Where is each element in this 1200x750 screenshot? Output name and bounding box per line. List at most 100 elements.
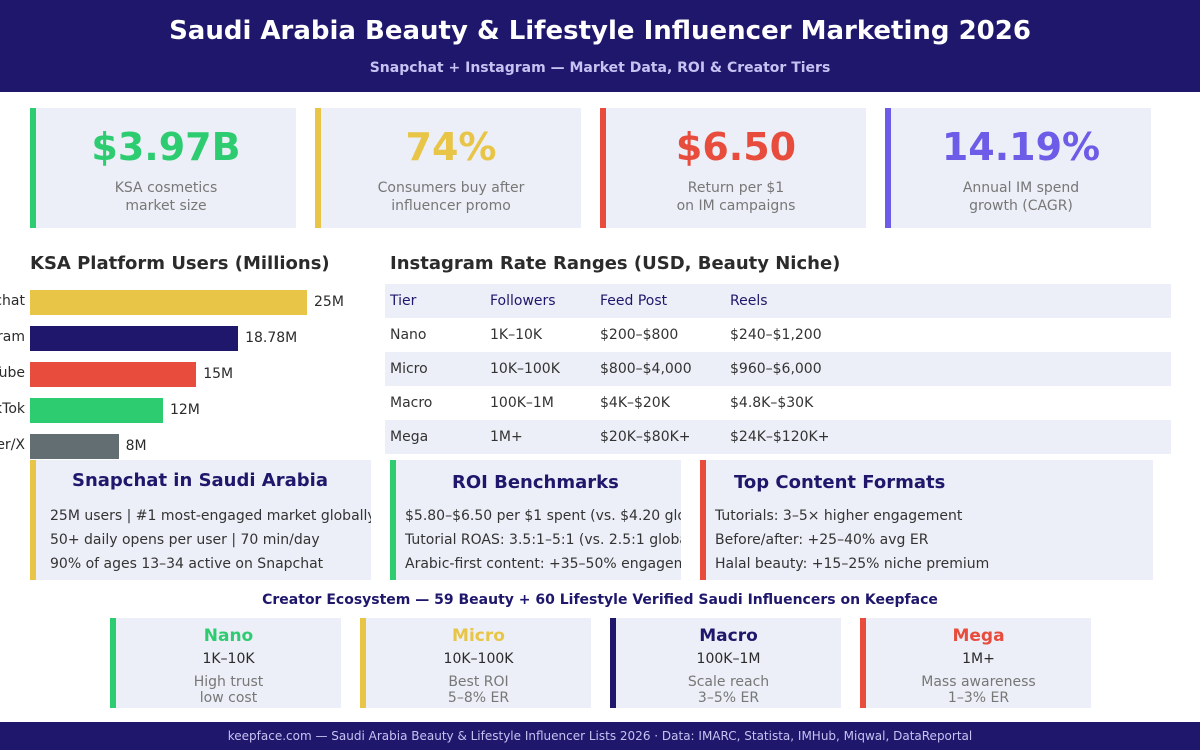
tier-accent-bar [110, 618, 116, 708]
kpi-card-consumers: 74% Consumers buy after influencer promo [315, 108, 581, 228]
panel-line: Halal beauty: +15–25% niche premium [715, 556, 990, 572]
bar-value-label: 15M [203, 366, 234, 382]
panel-line: Tutorial ROAS: 3.5:1–5:1 (vs. 2.5:1 glob… [405, 532, 681, 548]
table-cell: Micro [390, 361, 428, 377]
kpi-card-market-size: $3.97B KSA cosmetics market size [30, 108, 296, 228]
panel-line: Tutorials: 3–5× higher engagement [715, 508, 963, 524]
table-cell: Nano [390, 327, 427, 343]
kpi-value: 74% [405, 125, 497, 169]
bar [30, 434, 119, 459]
tier-desc: Mass awareness 1–3% ER [921, 674, 1036, 706]
panel-line: Arabic-first content: +35–50% engagement [405, 556, 681, 572]
table-header-cell: Tier [390, 293, 417, 309]
table-cell: $20K–$80K+ [600, 429, 691, 445]
panel-line: 25M users | #1 most-engaged market globa… [50, 508, 371, 524]
page-subtitle: Snapchat + Instagram — Market Data, ROI … [369, 60, 831, 76]
table-row: Nano 1K–10K $200–$800 $240–$1,200 [385, 318, 1171, 352]
table-cell: 100K–1M [490, 395, 554, 411]
panel-accent-bar [390, 460, 396, 580]
panel-title: Snapchat in Saudi Arabia [72, 470, 328, 491]
panel-line: 50+ daily opens per user | 70 min/day [50, 532, 320, 548]
table-header-cell: Followers [490, 293, 556, 309]
kpi-card-return: $6.50 Return per $1 on IM campaigns [600, 108, 866, 228]
tier-card-nano: Nano 1K–10K High trust low cost [110, 618, 341, 708]
table-cell: Macro [390, 395, 433, 411]
kpi-card-cagr: 14.19% Annual IM spend growth (CAGR) [885, 108, 1151, 228]
bar-category-label: Twitter/X [0, 437, 25, 453]
tier-accent-bar [860, 618, 866, 708]
bar-category-label: Instagram [0, 329, 25, 345]
kpi-value: $3.97B [91, 125, 241, 169]
bar-category-label: Snapchat [0, 293, 25, 309]
table-cell: Mega [390, 429, 429, 445]
panel-line: $5.80–$6.50 per $1 spent (vs. $4.20 glob… [405, 508, 681, 524]
panel-title: Top Content Formats [734, 472, 946, 493]
tier-range: 1K–10K [202, 651, 255, 667]
table-cell: $240–$1,200 [730, 327, 822, 343]
table-header-cell: Feed Post [600, 293, 668, 309]
panel-snapchat: Snapchat in Saudi Arabia 25M users | #1 … [30, 460, 371, 580]
ecosystem-title: Creator Ecosystem — 59 Beauty + 60 Lifes… [262, 592, 938, 608]
tier-desc: High trust low cost [193, 674, 264, 706]
kpi-label: Annual IM spend growth (CAGR) [962, 180, 1080, 214]
bar-category-label: TikTok [0, 401, 25, 417]
bar-value-label: 12M [169, 402, 200, 418]
table-row: Micro 10K–100K $800–$4,000 $960–$6,000 [385, 352, 1171, 386]
tier-range: 10K–100K [443, 651, 514, 667]
rate-table: Tier Followers Feed Post Reels Nano 1K–1… [385, 284, 1171, 454]
panel-content-formats: Top Content Formats Tutorials: 3–5× high… [700, 460, 1153, 580]
panel-line: Before/after: +25–40% avg ER [715, 532, 929, 548]
panel-line: 90% of ages 13–34 active on Snapchat [50, 556, 324, 572]
tier-accent-bar [610, 618, 616, 708]
tier-card-mega: Mega 1M+ Mass awareness 1–3% ER [860, 618, 1091, 708]
bar [30, 290, 307, 315]
bar-value-label: 8M [125, 438, 147, 454]
table-row: Mega 1M+ $20K–$80K+ $24K–$120K+ [385, 420, 1171, 454]
tier-name: Micro [452, 626, 505, 646]
kpi-value: 14.19% [941, 125, 1101, 169]
kpi-label: Consumers buy after influencer promo [377, 180, 525, 214]
table-cell: 1M+ [490, 429, 523, 445]
table-cell: $200–$800 [600, 327, 679, 343]
table-row: Macro 100K–1M $4K–$20K $4.8K–$30K [385, 386, 1171, 420]
table-cell: $960–$6,000 [730, 361, 822, 377]
platform-users-bar-chart: Snapchat 25M Instagram 18.78M YouTube 15M TikT… [0, 282, 380, 462]
rate-table-title: Instagram Rate Ranges (USD, Beauty Niche… [390, 253, 841, 274]
panel-accent-bar [700, 460, 706, 580]
table-cell: 10K–100K [490, 361, 560, 377]
tier-desc: Best ROI 5–8% ER [447, 674, 510, 706]
table-header-cell: Reels [730, 293, 768, 309]
table-cell: $800–$4,000 [600, 361, 692, 377]
table-cell: $24K–$120K+ [730, 429, 830, 445]
table-cell: $4K–$20K [600, 395, 670, 411]
bar [30, 398, 163, 423]
tier-name: Macro [699, 626, 758, 646]
footer: keepface.com — Saudi Arabia Beauty & Lif… [0, 722, 1200, 750]
header-banner: Saudi Arabia Beauty & Lifestyle Influenc… [0, 0, 1200, 92]
kpi-accent-bar [30, 108, 36, 228]
bar [30, 326, 239, 351]
table-cell: 1K–10K [490, 327, 543, 343]
kpi-label: KSA cosmetics market size [114, 180, 218, 214]
page-title: Saudi Arabia Beauty & Lifestyle Influenc… [169, 16, 1031, 46]
tier-name: Mega [952, 626, 1005, 646]
table-header-row: Tier Followers Feed Post Reels [385, 284, 1171, 318]
kpi-accent-bar [315, 108, 321, 228]
tier-range: 100K–1M [696, 651, 761, 667]
footer-text: keepface.com — Saudi Arabia Beauty & Lif… [227, 729, 973, 743]
table-cell: $4.8K–$30K [730, 395, 814, 411]
tier-name: Nano [203, 626, 254, 646]
tier-desc: Scale reach 3–5% ER [687, 674, 770, 706]
tier-card-macro: Macro 100K–1M Scale reach 3–5% ER [610, 618, 841, 708]
kpi-accent-bar [600, 108, 606, 228]
bar-value-label: 18.78M [245, 330, 298, 346]
bar-chart-title: KSA Platform Users (Millions) [30, 253, 330, 274]
bar-category-label: YouTube [0, 365, 25, 381]
panel-title: ROI Benchmarks [452, 472, 619, 493]
tier-range: 1M+ [962, 651, 995, 667]
kpi-value: $6.50 [675, 125, 797, 169]
bar-value-label: 25M [314, 294, 344, 310]
tier-card-micro: Micro 10K–100K Best ROI 5–8% ER [360, 618, 591, 708]
bar [30, 362, 197, 387]
panel-roi: ROI Benchmarks $5.80–$6.50 per $1 spent … [390, 460, 681, 580]
